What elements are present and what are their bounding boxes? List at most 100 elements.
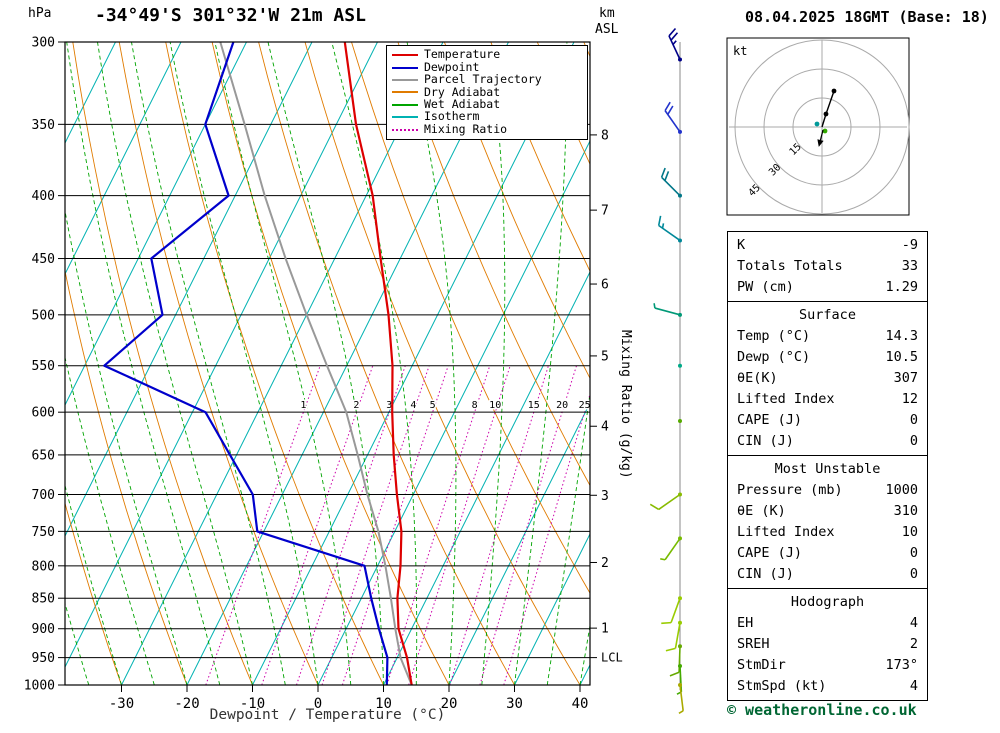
mixing-ratio-axis-label: Mixing Ratio (g/kg) [618, 330, 633, 479]
svg-text:500: 500 [32, 308, 55, 323]
pressure-tick-labels: 300 350 400 450 500 550 600 650 700 750 800 850 900 9… [24, 36, 55, 694]
legend-item: Parcel Trajectory [392, 74, 582, 86]
table-value: 4 [909, 615, 918, 631]
legend-label: Wet Adiabat [424, 97, 501, 111]
wind-barb [668, 27, 681, 60]
svg-text:3: 3 [386, 400, 392, 411]
plot-frame [64, 41, 591, 686]
svg-text:750: 750 [32, 525, 55, 540]
table-label: Dewp (°C) [737, 349, 811, 365]
table-row: StmDir 173° [737, 655, 918, 676]
table-label: StmSpd (kt) [737, 678, 827, 694]
table-row: EH 4 [737, 613, 918, 634]
table-row: Temp (°C) 14.3 [737, 326, 918, 347]
table-label: θE(K) [737, 370, 778, 386]
legend-label: Parcel Trajectory [424, 72, 542, 87]
x-axis-ticks: -30 -20 -10 0 10 20 30 40 [109, 685, 588, 712]
hodograph-level-marker [822, 128, 828, 134]
svg-text:-30: -30 [109, 696, 134, 712]
table-row: K -9 [737, 235, 918, 256]
table-label: CAPE (J) [737, 412, 803, 428]
legend-label: Dry Adiabat [424, 84, 501, 99]
table-value: 0 [909, 412, 918, 428]
svg-text:-20: -20 [174, 696, 199, 712]
table-label: SREH [737, 636, 770, 652]
table-value: 0 [909, 545, 918, 561]
legend-line-swatch [392, 91, 418, 94]
table-label: CAPE (J) [737, 545, 803, 561]
table-section: Most Unstable Pressure (mb) 1000 θE (K) 310 L… [727, 455, 928, 589]
svg-text:550: 550 [32, 359, 55, 374]
wind-barb [657, 215, 681, 242]
svg-text:0: 0 [314, 696, 322, 712]
km-axis-ticks: 8 7 6 5 4 3 2 1 LCL [590, 128, 623, 665]
svg-text:450: 450 [32, 252, 55, 267]
table-row: CIN (J) 0 [737, 564, 918, 585]
indices-table: K -9 Totals Totals 33 PW (cm) 1.29 Surface Temp… [727, 231, 928, 701]
hodograph-ring [792, 97, 852, 157]
table-label: StmDir [737, 657, 786, 673]
table-value: 1000 [885, 482, 918, 498]
svg-text:8: 8 [601, 128, 609, 143]
table-label: Lifted Index [737, 524, 835, 540]
legend-line-swatch [392, 78, 418, 81]
table-label: PW (cm) [737, 279, 794, 295]
table-label: K [737, 237, 746, 253]
table-label: Totals Totals [737, 258, 843, 274]
legend: Temperature Dewpoint Parcel Trajectory Dry … [386, 45, 588, 140]
svg-text:800: 800 [32, 559, 55, 574]
svg-text:25: 25 [579, 400, 591, 411]
table-value: 12 [901, 391, 918, 407]
x-axis-label: Dewpoint / Temperature (°C) [209, 707, 446, 723]
svg-text:5: 5 [430, 400, 436, 411]
table-row: Lifted Index 10 [737, 522, 918, 543]
svg-text:600: 600 [32, 406, 55, 421]
table-value: 0 [909, 433, 918, 449]
table-row: θE (K) 310 [737, 501, 918, 522]
isotherm-lines [65, 42, 590, 685]
legend-item: Dry Adiabat [392, 86, 582, 98]
svg-text:5: 5 [601, 349, 609, 364]
legend-item: Temperature [392, 49, 582, 61]
table-label: Pressure (mb) [737, 482, 843, 498]
wind-barb [660, 537, 681, 561]
table-value: 2 [909, 636, 918, 652]
temperature-curve [343, 42, 413, 685]
table-value: 1.29 [885, 279, 918, 295]
wind-barb [661, 597, 681, 625]
wind-barb [660, 167, 681, 197]
table-section-title: Most Unstable [774, 461, 881, 477]
sounding-profiles [103, 42, 413, 685]
hodograph-ring [763, 68, 881, 186]
storm-motion-arrow [819, 129, 824, 143]
km-unit-label: km [599, 6, 615, 21]
wind-level-dot [678, 363, 682, 368]
table-value: 10 [901, 524, 918, 540]
table-section-title: Hodograph [790, 594, 865, 610]
table-label: EH [737, 615, 754, 631]
svg-text:400: 400 [32, 189, 55, 204]
table-row: CAPE (J) 0 [737, 543, 918, 564]
table-row: StmSpd (kt) 4 [737, 676, 918, 697]
svg-text:10: 10 [489, 400, 501, 411]
hodograph-trace-dot [831, 88, 837, 94]
svg-text:8: 8 [472, 400, 478, 411]
legend-line-swatch [392, 103, 418, 106]
legend-item: Isotherm [392, 111, 582, 123]
wind-barb [665, 622, 681, 652]
asl-unit-label: ASL [595, 22, 619, 37]
hodograph-level-marker [814, 121, 820, 127]
legend-item: Mixing Ratio [392, 123, 582, 135]
legend-line-swatch [392, 54, 418, 57]
svg-text:1: 1 [300, 400, 306, 411]
table-value: 307 [893, 370, 918, 386]
legend-item: Wet Adiabat [392, 97, 582, 111]
table-value: 10.5 [885, 349, 918, 365]
wind-barb [653, 303, 681, 316]
storm-motion-arrowhead [817, 139, 824, 147]
wind-barb-column [649, 27, 684, 715]
table-section-title: Surface [799, 307, 856, 323]
svg-text:700: 700 [32, 488, 55, 503]
svg-text:300: 300 [32, 36, 55, 51]
